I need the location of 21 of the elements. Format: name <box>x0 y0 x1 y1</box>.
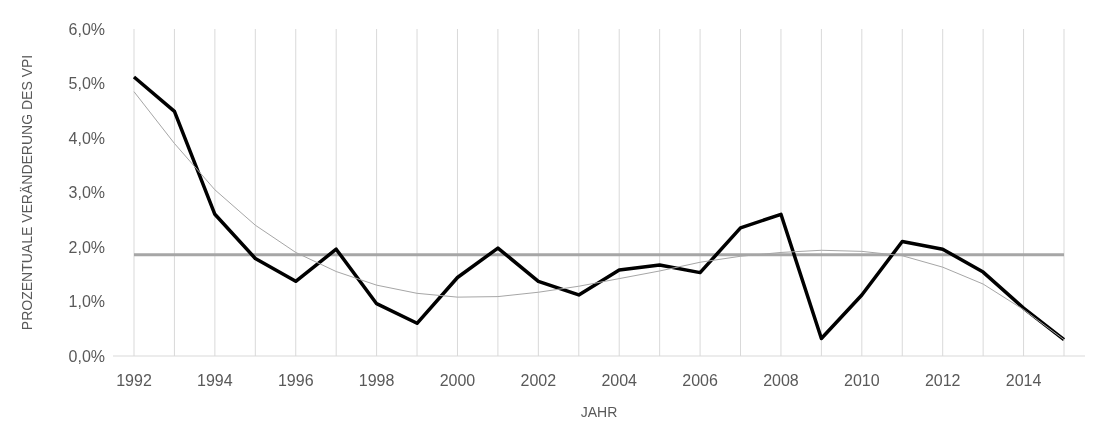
x-tick-label: 1992 <box>116 372 152 389</box>
x-axis-title: JAHR <box>580 404 618 420</box>
x-tick-label: 2002 <box>520 372 557 389</box>
y-tick-label: 6,0% <box>68 20 105 38</box>
x-tick-label: 1996 <box>277 372 314 389</box>
x-tick-label: 1994 <box>197 372 233 389</box>
y-axis-title: PROZENTUALE VERÄNDERUNG DES VPI <box>19 54 35 331</box>
y-tick-label: 2,0% <box>68 238 105 256</box>
y-tick-label: 0,0% <box>68 347 105 365</box>
x-tick-label: 2008 <box>763 372 799 389</box>
x-tick-label: 2010 <box>844 372 880 389</box>
y-tick-label: 4,0% <box>68 129 105 147</box>
x-tick-label: 1998 <box>358 372 395 389</box>
x-tick-label: 2004 <box>601 372 638 389</box>
y-tick-label: 5,0% <box>68 75 105 93</box>
y-tick-label: 3,0% <box>68 184 105 202</box>
x-tick-label: 2012 <box>924 372 961 389</box>
x-tick-label: 2000 <box>439 372 476 389</box>
x-tick-label: 2014 <box>1005 372 1042 389</box>
x-tick-label: 2006 <box>682 372 718 389</box>
y-tick-label: 1,0% <box>68 293 105 311</box>
